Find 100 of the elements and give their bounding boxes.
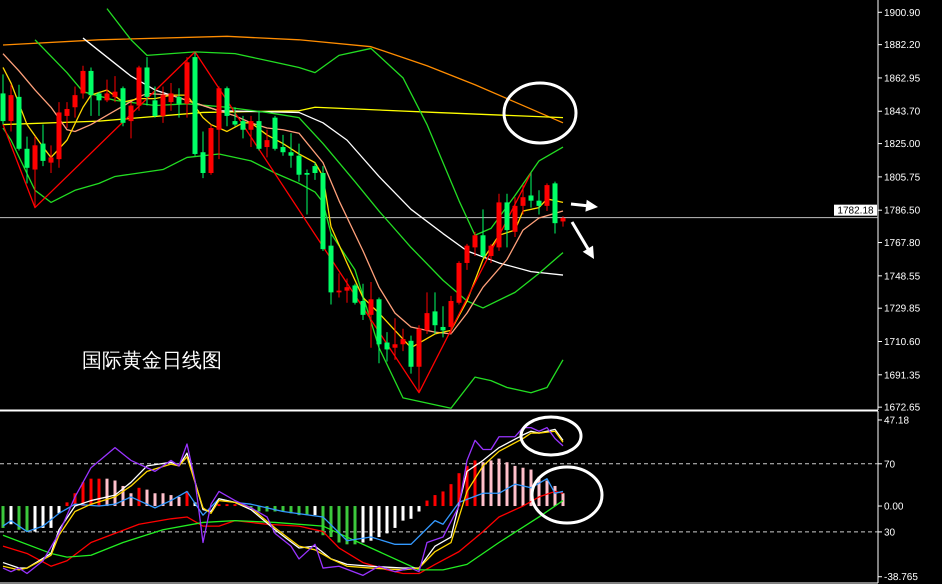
candlestick (288, 132, 294, 168)
bar (394, 506, 396, 528)
y-tick-label: 1710.60 (884, 336, 921, 348)
bar (514, 466, 516, 506)
y-tick-label: 1672.65 (884, 402, 921, 414)
y-tick-label: 1748.55 (884, 271, 921, 282)
candlestick (536, 190, 542, 216)
bar (442, 491, 444, 506)
line-series (2, 478, 564, 545)
bar (386, 506, 388, 534)
line-series (2, 36, 564, 124)
candlestick (336, 272, 342, 298)
bar (418, 506, 420, 512)
candlestick (200, 130, 206, 179)
y-tick-label: 1900.90 (884, 8, 921, 19)
candlestick (176, 88, 182, 118)
bar (434, 495, 436, 506)
bar (354, 506, 356, 544)
candlestick (232, 106, 238, 127)
y2-tick-label: 70 (884, 459, 896, 470)
bar (10, 506, 12, 524)
candlestick (112, 76, 118, 103)
bar (66, 502, 68, 506)
candlestick (480, 208, 486, 258)
bar (490, 460, 492, 506)
ref-line-label: 1782.18 (837, 206, 874, 217)
candlestick (264, 129, 270, 158)
bar (50, 506, 52, 528)
candlestick (240, 115, 246, 139)
candlestick (48, 144, 54, 174)
candlestick (488, 243, 494, 264)
y-tick-label: 1729.85 (884, 304, 921, 315)
bar (26, 506, 28, 532)
bar (138, 488, 140, 506)
candlestick (64, 102, 70, 129)
y-tick-label: 1882.20 (884, 40, 921, 52)
bar (314, 506, 316, 516)
bar (18, 506, 20, 530)
candlestick (168, 82, 174, 112)
bar (562, 493, 564, 506)
bar (522, 468, 524, 506)
bar (498, 458, 500, 506)
bar (42, 506, 44, 528)
bar (2, 506, 4, 528)
y-tick-label: 47.18 (884, 415, 910, 426)
line-series (82, 37, 564, 276)
candlestick (424, 292, 430, 334)
bar (402, 506, 404, 521)
candlestick (360, 283, 366, 321)
candlestick (352, 283, 358, 305)
y-tick-label: 1805.75 (884, 172, 921, 184)
candlestick (528, 172, 534, 208)
candlestick (560, 216, 566, 228)
candlestick (520, 184, 526, 216)
annotation: 国际黄金日线图 (82, 350, 222, 372)
y-tick-label: 1767.80 (884, 238, 921, 250)
candlestick (280, 134, 286, 156)
y-tick-label: 1825.00 (884, 139, 921, 150)
candlestick (368, 281, 374, 348)
candlestick (40, 124, 46, 167)
candlestick (24, 136, 30, 184)
bar (378, 506, 380, 538)
candlestick (296, 143, 302, 182)
y-tick-label: 1843.70 (884, 106, 921, 118)
y-tick-label: 1786.50 (884, 206, 921, 217)
bar (338, 506, 340, 543)
candlestick (344, 278, 350, 304)
candlestick (472, 231, 478, 257)
bar (370, 506, 372, 541)
bar (178, 496, 180, 506)
bar (450, 484, 452, 506)
candlestick (464, 243, 470, 270)
candlestick (312, 162, 318, 180)
candlestick (384, 332, 390, 362)
line-series (2, 106, 564, 126)
candlestick (152, 86, 158, 118)
candlestick (248, 115, 254, 148)
bar (346, 506, 348, 544)
y-tick-label: -38.765 (884, 572, 918, 584)
bar (482, 462, 484, 506)
bar (146, 490, 148, 506)
y-tick-label: 1862.95 (884, 73, 921, 84)
y2-tick-label: 30 (884, 527, 896, 538)
line-series (34, 39, 564, 309)
candlestick (72, 86, 78, 118)
bar (546, 480, 548, 506)
line-series (2, 51, 532, 394)
bar (426, 500, 428, 506)
candlestick (80, 65, 86, 100)
candlestick (104, 79, 110, 103)
bar (410, 506, 412, 519)
line-series (2, 127, 564, 409)
candlestick (440, 306, 446, 338)
y-tick-label: 1691.35 (884, 370, 921, 382)
bar (154, 493, 156, 506)
bar (34, 506, 36, 532)
y-tick-label: 0.00 (884, 502, 904, 513)
candlestick (128, 102, 134, 139)
candlestick (544, 182, 550, 212)
candlestick (432, 292, 438, 334)
